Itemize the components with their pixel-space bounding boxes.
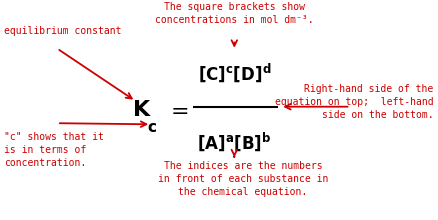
Text: $\mathbf{K}$: $\mathbf{K}$	[132, 100, 152, 120]
Text: The square brackets show
concentrations in mol dm⁻³.: The square brackets show concentrations …	[155, 2, 314, 25]
Text: $\mathbf{[C]^c[D]^d}$: $\mathbf{[C]^c[D]^d}$	[198, 61, 271, 84]
Text: $\mathbf{c}$: $\mathbf{c}$	[147, 120, 157, 135]
Text: Right-hand side of the
equation on top;  left-hand
side on the bottom.: Right-hand side of the equation on top; …	[275, 84, 434, 120]
Text: The indices are the numbers
in front of each substance in
the chemical equation.: The indices are the numbers in front of …	[158, 161, 328, 197]
Text: "c" shows that it
is in terms of
concentration.: "c" shows that it is in terms of concent…	[4, 132, 104, 168]
Text: $\mathbf{[A]^a[B]^b}$: $\mathbf{[A]^a[B]^b}$	[197, 130, 272, 153]
Text: $=$: $=$	[166, 100, 189, 120]
Text: equilibrium constant: equilibrium constant	[4, 26, 122, 36]
